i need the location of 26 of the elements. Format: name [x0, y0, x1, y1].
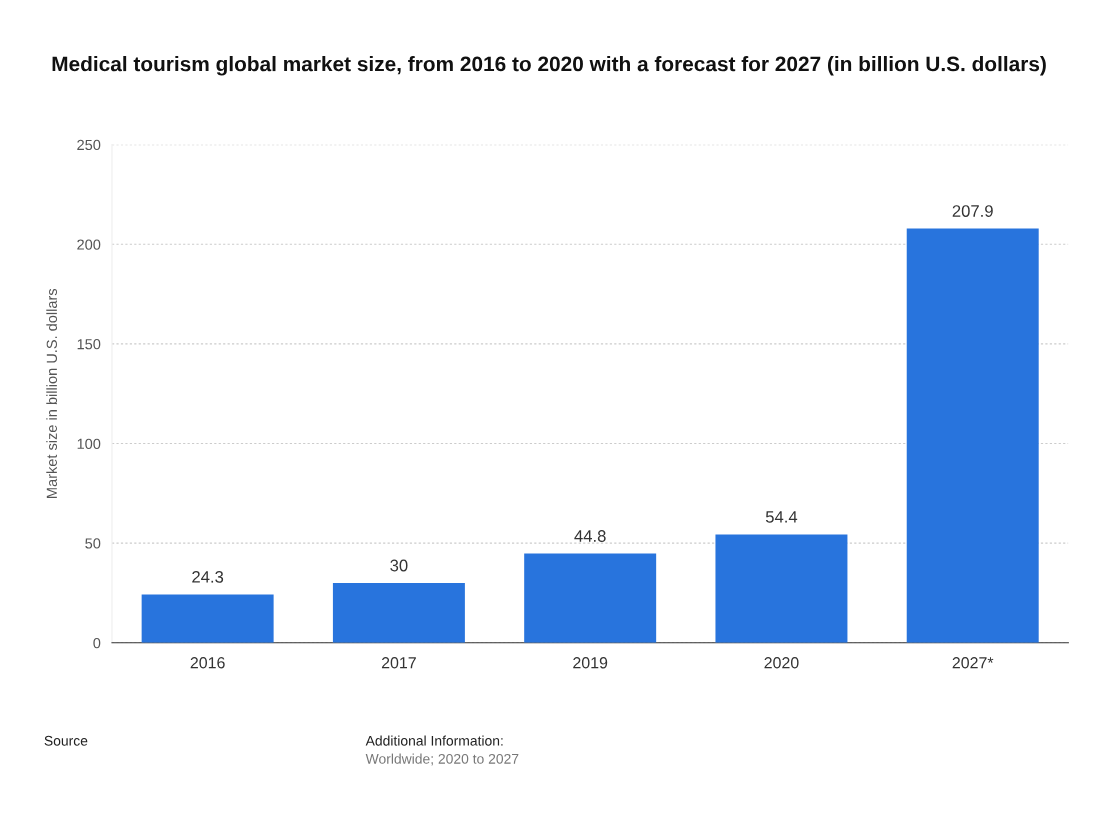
data-label: 24.3 [192, 570, 224, 583]
y-tick-label: 0 [93, 637, 101, 649]
bar [906, 228, 1039, 643]
x-tick-label: 2020 [764, 657, 799, 669]
y-tick-label: 250 [77, 139, 101, 151]
y-tick-label: 50 [85, 538, 101, 549]
bar [524, 553, 657, 643]
y-tick-label: 200 [77, 239, 101, 250]
text: Worldwide; 2020 to 2027 [365, 753, 519, 766]
bar [141, 594, 274, 643]
x-tick-label: 2016 [190, 657, 225, 669]
data-label: 30 [390, 559, 408, 572]
text: Source [44, 735, 88, 746]
y-tick-label: 100 [77, 438, 101, 449]
x-tick-label: 2017 [381, 657, 416, 669]
bar [715, 534, 848, 643]
data-label: 207.9 [952, 205, 993, 217]
x-tick-label: 2019 [573, 657, 608, 669]
x-tick-label: 2027* [952, 657, 994, 669]
text: Additional Information: [365, 735, 503, 746]
bar [332, 583, 465, 643]
data-label: 44.8 [574, 530, 606, 542]
chart-title: Medical tourism global market size, from 2016 to 2020 with a forecast for 2027 (in billion U.S. dollars) [52, 56, 1046, 76]
data-label: 54.4 [765, 511, 798, 523]
y-tick-label: 150 [77, 339, 101, 350]
y-axis-title: Market size in billion U.S. dollars [46, 288, 58, 498]
